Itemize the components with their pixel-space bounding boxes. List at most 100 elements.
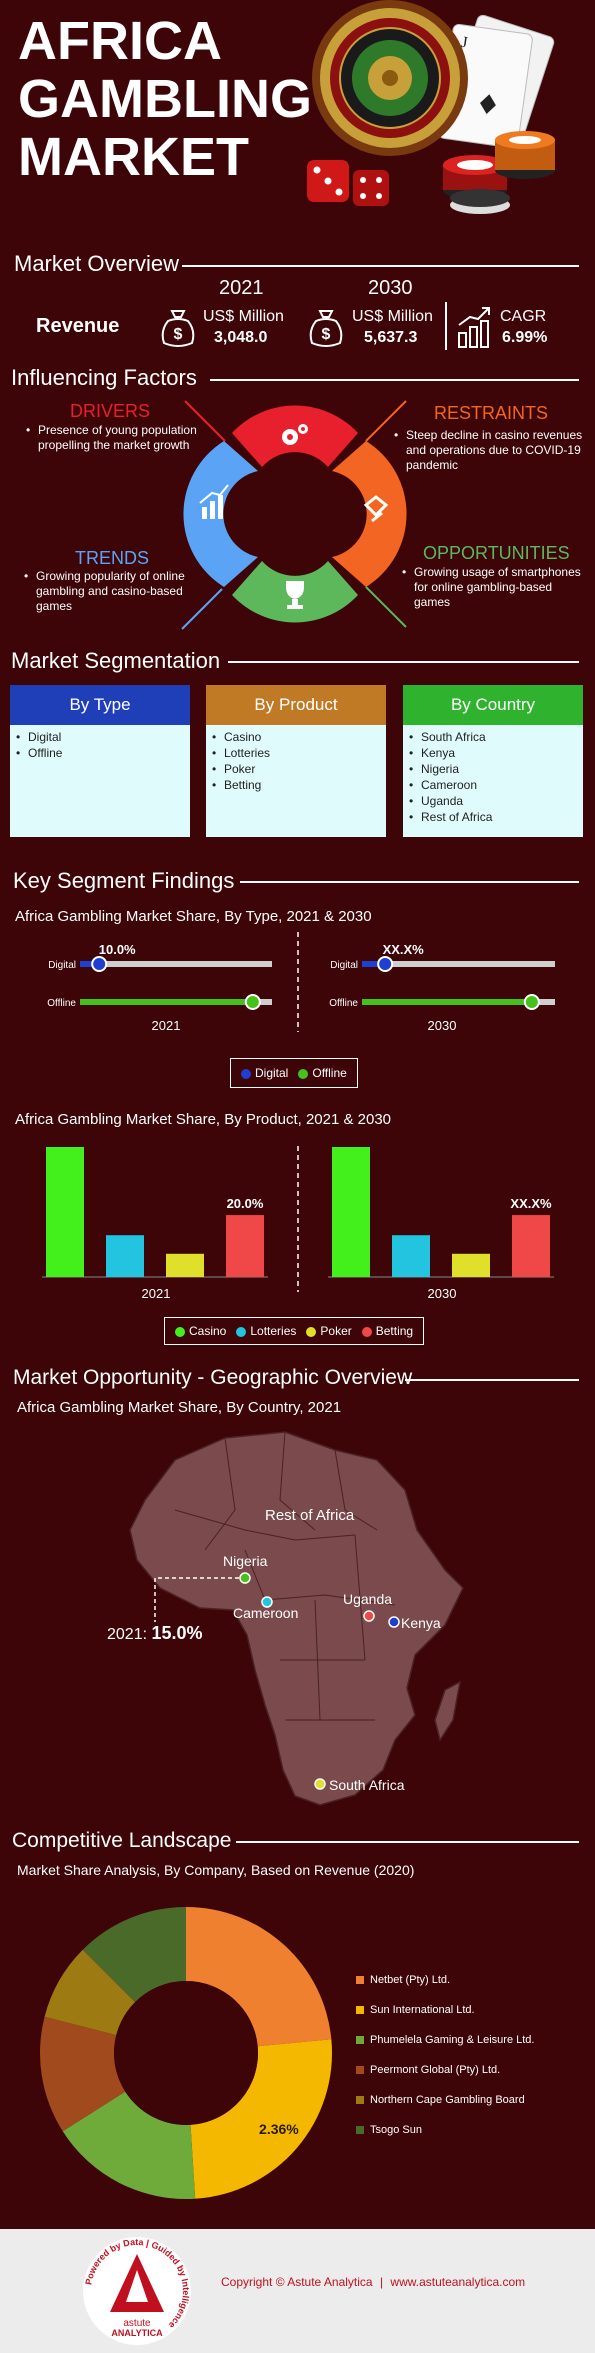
segment-card-type: By Type Digital Offline <box>10 685 190 837</box>
year-2021: 2021 <box>219 277 264 299</box>
cagr-value: 6.99% <box>502 329 548 346</box>
segment-country-header: By Country <box>403 685 583 725</box>
legend-item-lotteries: Lotteries <box>236 1324 296 1338</box>
africa-outline <box>129 1431 464 1806</box>
legend-item-offline: Offline <box>298 1066 347 1080</box>
legend-label: Casino <box>189 1324 227 1338</box>
slice-3 <box>40 2016 126 2132</box>
segment-item: Poker <box>210 761 382 777</box>
legend-swatch <box>356 2006 364 2014</box>
bar-casino <box>46 1147 84 1277</box>
segment-item: Betting <box>210 777 382 793</box>
bar-offline <box>80 999 253 1005</box>
bar-digital <box>362 961 386 967</box>
title-block: AFRICA GAMBLING MARKET <box>18 12 312 186</box>
findings-section-title: Key Segment Findings <box>13 868 235 893</box>
bar-digital <box>80 961 100 967</box>
restraints-connector <box>365 400 407 442</box>
astute-analytica-logo: Powered by Data | Guided by Intelligence… <box>83 2237 191 2345</box>
geo-section-title: Market Opportunity - Geographic Overview <box>13 1366 413 1389</box>
drivers-list: Presence of young population propelling … <box>24 423 204 453</box>
overview-section-title: Market Overview <box>14 251 180 276</box>
revenue-label: Revenue <box>36 315 120 337</box>
segment-card-product: By Product Casino Lotteries Poker Bettin… <box>206 685 386 837</box>
segment-item: Casino <box>210 729 382 745</box>
bar-poker <box>452 1253 490 1277</box>
restraints-title: RESTRAINTS <box>434 403 549 423</box>
title-line-2: GAMBLING <box>18 69 312 129</box>
data-label: 2.36% <box>259 2121 299 2137</box>
bar-betting <box>226 1215 264 1277</box>
title-line-3: MARKET <box>18 127 249 187</box>
trends-list: Growing popularity of online gambling an… <box>22 569 202 614</box>
bar-lotteries <box>392 1235 430 1277</box>
bar-lotteries <box>106 1235 144 1277</box>
slider-knob <box>377 956 394 972</box>
drivers-title: DRIVERS <box>70 401 151 421</box>
south-africa-marker <box>314 1778 326 1790</box>
legend-item-digital: Digital <box>241 1066 288 1080</box>
kenya-marker <box>388 1616 400 1628</box>
legend-swatch <box>356 2066 364 2074</box>
legend-swatch <box>306 1326 317 1337</box>
legend-label: Tsogo Sun <box>370 2124 422 2136</box>
legend-swatch <box>356 2036 364 2044</box>
segmentation-section-title: Market Segmentation <box>11 648 221 673</box>
legend-swatch <box>298 1068 309 1079</box>
svg-text:$: $ <box>322 326 331 343</box>
category-label: Offline <box>47 998 76 1009</box>
legend-swatch <box>361 1326 372 1337</box>
slider-knob <box>244 994 261 1010</box>
unit-2030: US$ Million <box>352 308 433 325</box>
panel-year-label: 2021 <box>142 1286 171 1300</box>
growth-chart-icon <box>458 307 490 348</box>
data-label: XX.X% <box>383 942 425 957</box>
competitive-title-rule <box>236 1841 579 1843</box>
overview-divider <box>445 302 447 350</box>
restraints-list: Steep decline in casino revenues and ope… <box>392 428 587 473</box>
legend-label: Phumelela Gaming & Leisure Ltd. <box>370 2034 535 2046</box>
legend-label: Lotteries <box>250 1324 297 1338</box>
money-bag-icon: $ <box>309 310 343 347</box>
legend-label: Poker <box>320 1324 352 1338</box>
uganda-marker <box>363 1610 375 1622</box>
geo-title-rule <box>405 1379 579 1381</box>
gears-icon <box>282 424 308 445</box>
type-chart: Digital 10.0% Offline 2021 Digital XX.X% Offli… <box>47 932 555 1033</box>
segment-country-list: South Africa Kenya Nigeria Cameroon Ugan… <box>403 725 583 829</box>
legend-label: Betting <box>375 1324 414 1338</box>
south-africa-label: South Africa <box>329 1777 405 1793</box>
legend-swatch <box>175 1326 185 1337</box>
data-label: XX.X% <box>510 1196 552 1211</box>
restraints-text: Steep decline in casino revenues and ope… <box>392 428 587 473</box>
legend-label: Offline <box>312 1066 347 1080</box>
casino-illustration: A J <box>307 0 555 214</box>
category-label: Digital <box>330 960 358 971</box>
footer-separator: | <box>379 2275 384 2289</box>
legend-label: Peermont Global (Pty) Ltd. <box>370 2064 501 2076</box>
kenya-label: Kenya <box>401 1615 441 1631</box>
slider-knob <box>523 994 540 1010</box>
callout-year: 2021: <box>107 1626 148 1643</box>
category-label: Offline <box>329 998 358 1009</box>
trends-text: Growing popularity of online gambling an… <box>22 569 202 614</box>
panel-year-label: 2030 <box>428 1286 457 1300</box>
trophy-icon <box>286 581 304 609</box>
product-chart-title: Africa Gambling Market Share, By Product… <box>15 1111 392 1128</box>
bar-casino <box>332 1147 370 1277</box>
slice-5 <box>82 1907 186 2003</box>
data-label: 20.0% <box>227 1196 264 1211</box>
legend-label: Netbet (Pty) Ltd. <box>370 1974 451 1986</box>
segment-item: South Africa <box>407 729 579 745</box>
donut-hole <box>114 1981 258 2125</box>
restraints-segment <box>332 441 407 587</box>
factors-title-rule <box>210 379 579 381</box>
geo-chart-title: Africa Gambling Market Share, By Country… <box>17 1399 342 1416</box>
website-link[interactable]: www.astuteanalytica.com <box>390 2275 526 2289</box>
segment-item: Kenya <box>407 745 579 761</box>
legend-item-casino: Casino <box>175 1324 226 1338</box>
segment-item: Nigeria <box>407 761 579 777</box>
year-2030: 2030 <box>368 277 413 299</box>
madagascar-outline <box>434 1680 462 1742</box>
cameroon-label: Cameroon <box>233 1605 298 1621</box>
